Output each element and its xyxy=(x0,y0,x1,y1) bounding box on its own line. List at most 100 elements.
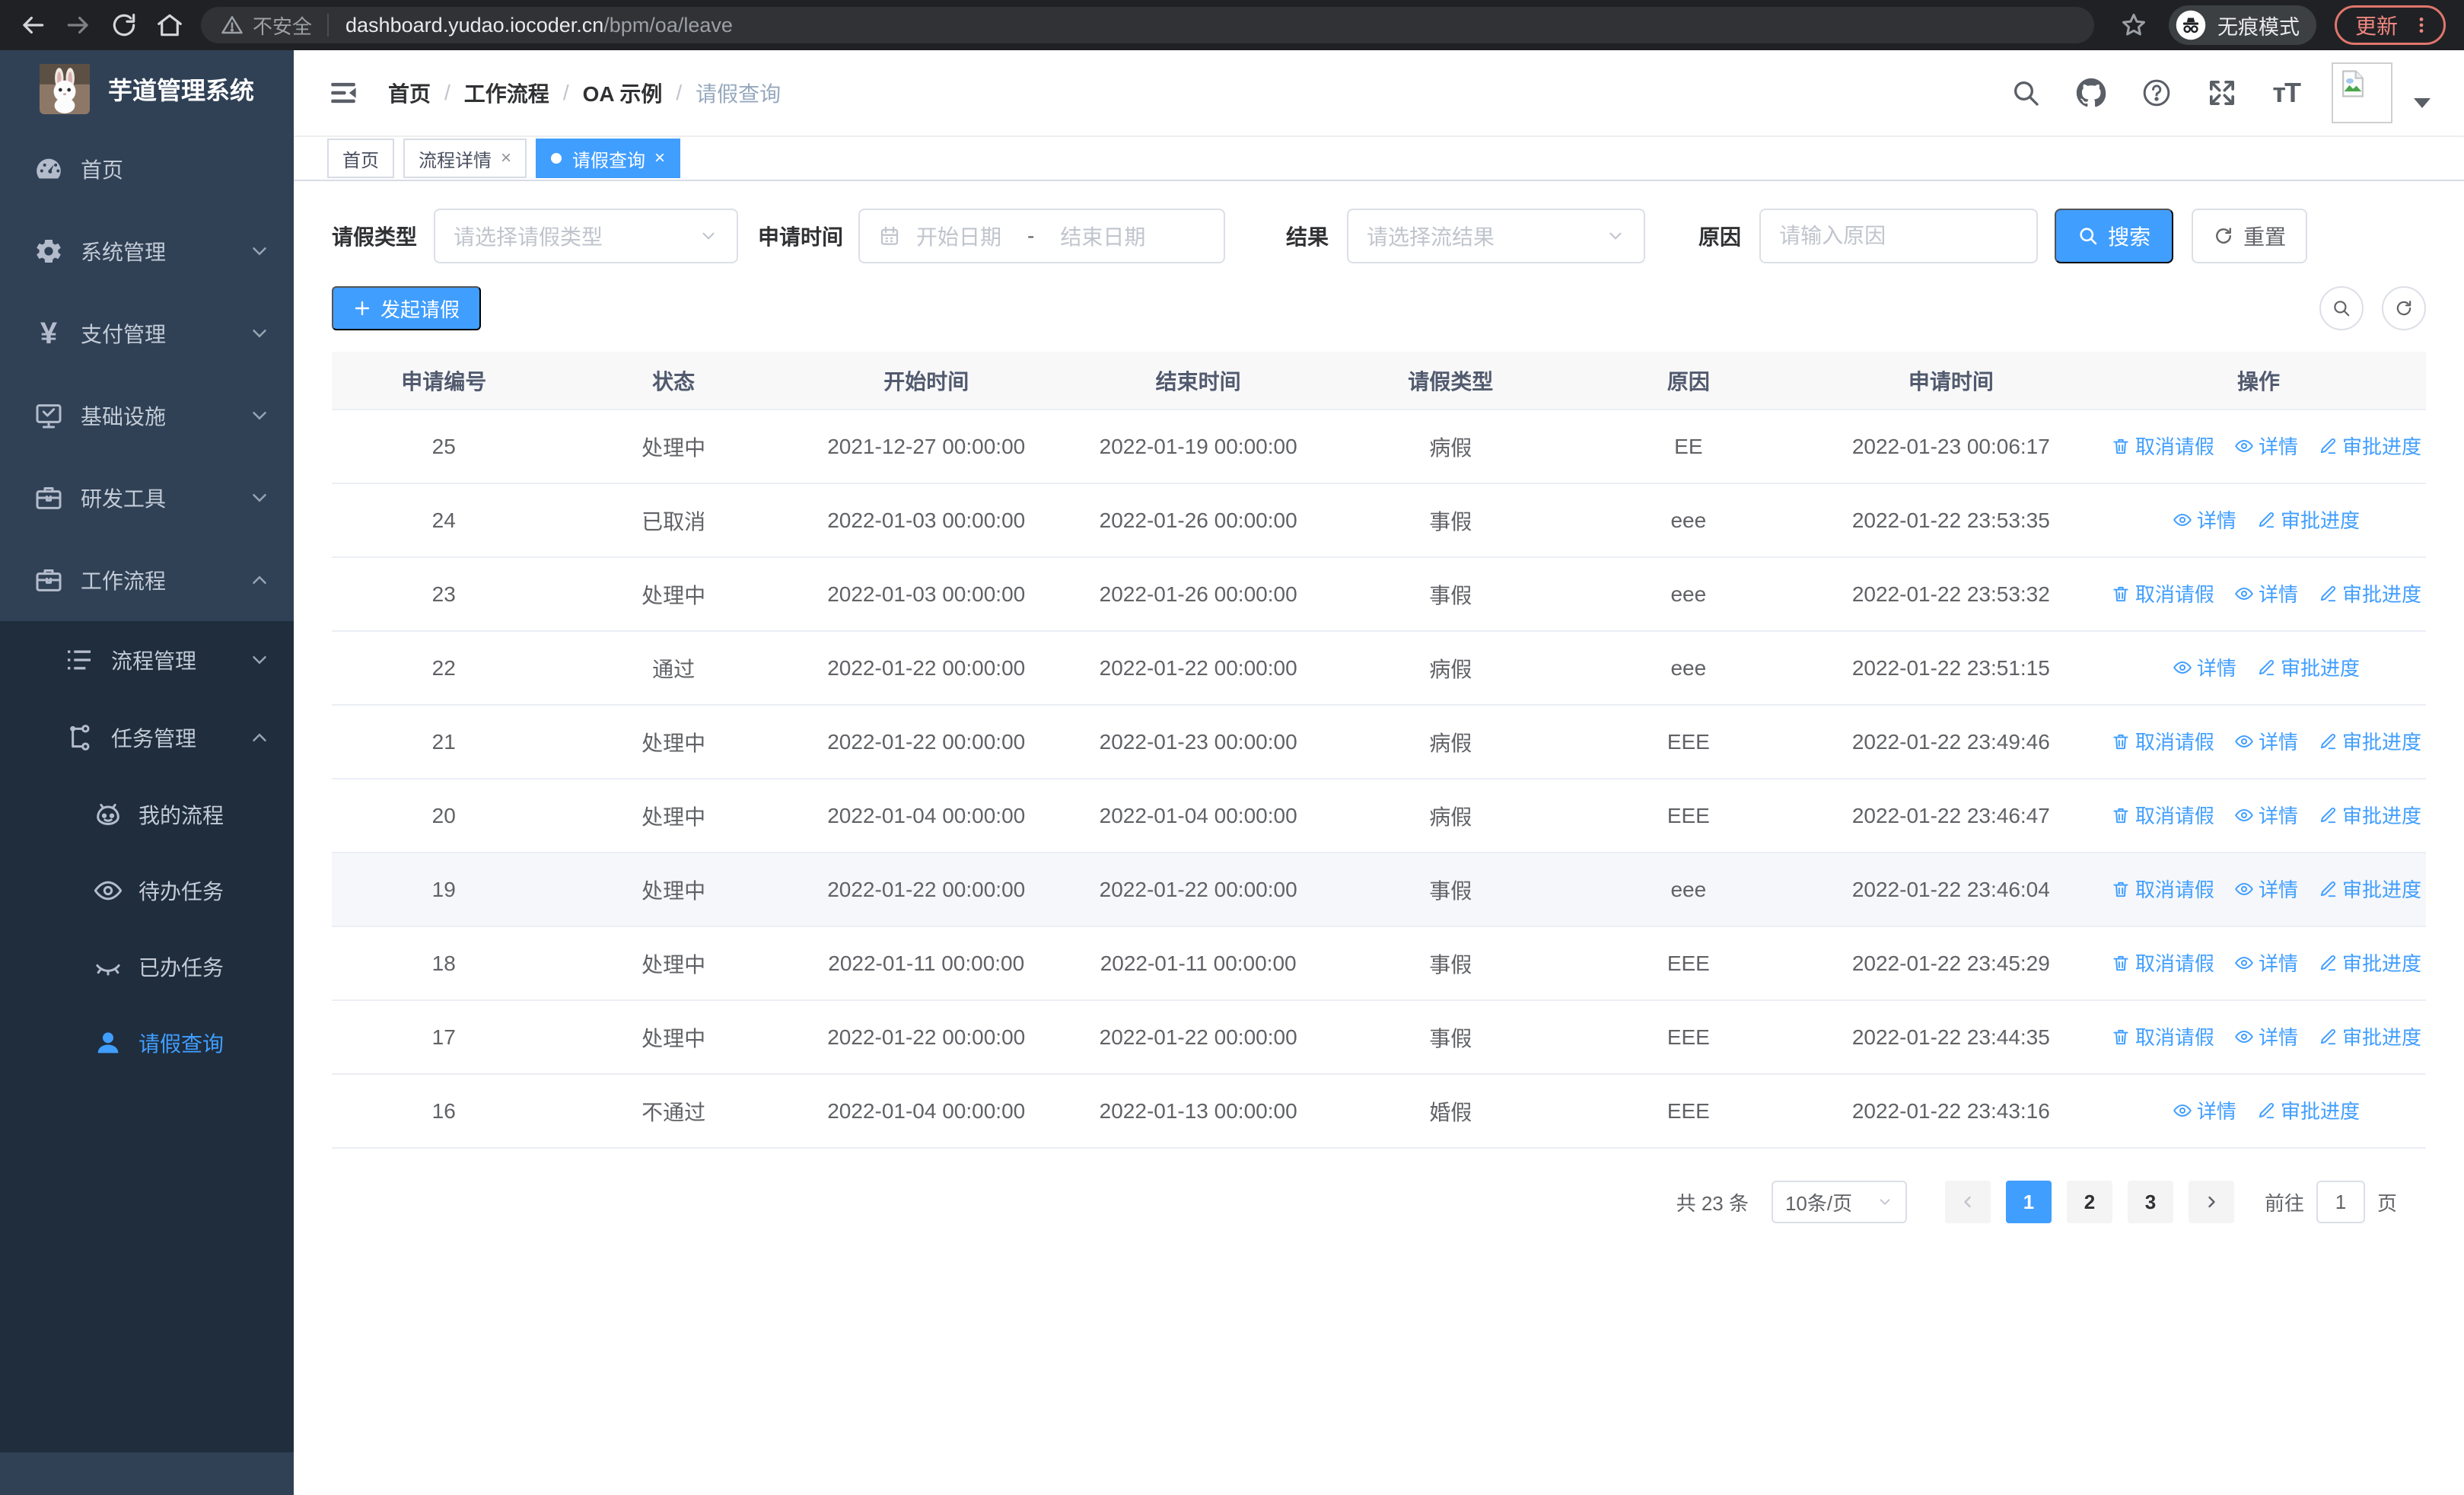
sidebar-item-task-mgmt[interactable]: 任务管理 xyxy=(0,699,294,776)
tab-process-detail[interactable]: 流程详情 × xyxy=(403,139,527,178)
security-label[interactable]: 不安全 xyxy=(253,14,313,38)
prev-page-button[interactable] xyxy=(1944,1181,1991,1223)
sidebar-item-label: 工作流程 xyxy=(81,569,167,593)
reload-icon[interactable] xyxy=(110,11,138,40)
font-size-icon[interactable]: тT xyxy=(2272,77,2301,108)
progress-action-link[interactable]: 审批进度 xyxy=(2318,875,2421,903)
create-leave-button[interactable]: 发起请假 xyxy=(332,286,482,330)
date-range-picker[interactable]: 开始日期 - 结束日期 xyxy=(858,209,1226,263)
detail-action-link[interactable]: 详情 xyxy=(2173,505,2236,534)
browser-menu-icon[interactable] xyxy=(2411,15,2431,35)
table-toolbar: 发起请假 xyxy=(332,286,2426,330)
progress-action-link[interactable]: 审批进度 xyxy=(2318,579,2421,607)
progress-action-link[interactable]: 审批进度 xyxy=(2256,653,2360,681)
detail-action-link[interactable]: 详情 xyxy=(2173,1096,2236,1124)
progress-action-link[interactable]: 审批进度 xyxy=(2318,432,2421,460)
select-placeholder: 请选择流结果 xyxy=(1367,225,1495,249)
page-button-1[interactable]: 1 xyxy=(2005,1181,2052,1223)
search-icon[interactable] xyxy=(2010,78,2041,108)
tab-home[interactable]: 首页 xyxy=(327,139,394,178)
browser-update-button[interactable]: 更新 xyxy=(2334,5,2446,45)
next-page-button[interactable] xyxy=(2188,1181,2234,1223)
progress-action-link[interactable]: 审批进度 xyxy=(2318,801,2421,829)
goto-page-input[interactable] xyxy=(2316,1181,2365,1223)
cancel-action-link[interactable]: 取消请假 xyxy=(2111,432,2214,460)
address-bar[interactable]: 不安全 dashboard.yudao.iocoder.cn /bpm/oa/l… xyxy=(201,7,2094,43)
table-row: 16 不通过 2022-01-04 00:00:00 2022-01-13 00:00… xyxy=(332,1074,2426,1149)
cell-type: 病假 xyxy=(1335,410,1566,484)
show-search-toggle-button[interactable] xyxy=(2319,286,2364,330)
cancel-action-link[interactable]: 取消请假 xyxy=(2111,579,2214,607)
home-icon[interactable] xyxy=(155,11,184,40)
page-button-3[interactable]: 3 xyxy=(2127,1181,2173,1223)
close-icon[interactable]: × xyxy=(654,148,666,168)
detail-action-link[interactable]: 详情 xyxy=(2234,875,2298,903)
tab-label: 首页 xyxy=(342,150,379,171)
detail-action-link[interactable]: 详情 xyxy=(2234,948,2298,977)
update-label[interactable]: 更新 xyxy=(2354,14,2398,38)
github-icon[interactable] xyxy=(2076,78,2106,108)
back-icon[interactable] xyxy=(18,11,47,40)
progress-action-link[interactable]: 审批进度 xyxy=(2318,727,2421,755)
detail-action-link[interactable]: 详情 xyxy=(2234,579,2298,607)
sidebar-item-todo-tasks[interactable]: 待办任务 xyxy=(0,853,294,929)
detail-action-link[interactable]: 详情 xyxy=(2234,1022,2298,1050)
pagination: 共 23 条 10条/页 1 2 3 前往 页 xyxy=(332,1181,2426,1223)
cell-applied: 2022-01-22 23:43:16 xyxy=(1810,1074,2091,1149)
bookmark-star-icon[interactable] xyxy=(2120,11,2147,39)
create-leave-label: 发起请假 xyxy=(380,298,460,321)
tab-leave-query[interactable]: 请假查询 × xyxy=(536,139,681,178)
reset-button[interactable]: 重置 xyxy=(2192,209,2308,263)
cell-end: 2022-01-04 00:00:00 xyxy=(1061,779,1335,853)
fullscreen-icon[interactable] xyxy=(2207,78,2237,108)
chevron-up-icon xyxy=(253,575,266,584)
detail-action-link[interactable]: 详情 xyxy=(2234,727,2298,755)
breadcrumb-workflow[interactable]: 工作流程 xyxy=(463,82,549,106)
sidebar: 芋道管理系统 首页 系统管理 ¥ 支付管理 基础设施 xyxy=(0,50,294,1495)
breadcrumb-oa-example[interactable]: OA 示例 xyxy=(582,82,663,106)
search-button-label: 搜索 xyxy=(2108,225,2151,249)
progress-action-link[interactable]: 审批进度 xyxy=(2256,505,2360,534)
leave-type-select[interactable]: 请选择请假类型 xyxy=(434,209,739,263)
detail-action-link[interactable]: 详情 xyxy=(2173,653,2236,681)
cancel-action-link[interactable]: 取消请假 xyxy=(2111,875,2214,903)
tag-tabs-bar: 首页 流程详情 × 请假查询 × xyxy=(294,137,2464,181)
cell-reason: EEE xyxy=(1565,779,1811,853)
progress-action-link[interactable]: 审批进度 xyxy=(2318,1022,2421,1050)
sidebar-item-system[interactable]: 系统管理 xyxy=(0,210,294,292)
sidebar-item-home[interactable]: 首页 xyxy=(0,128,294,210)
sidebar-item-leave-query[interactable]: 请假查询 xyxy=(0,1005,294,1081)
sidebar-item-done-tasks[interactable]: 已办任务 xyxy=(0,929,294,1005)
sidebar-item-payment[interactable]: ¥ 支付管理 xyxy=(0,292,294,375)
cancel-action-link[interactable]: 取消请假 xyxy=(2111,801,2214,829)
cancel-action-link[interactable]: 取消请假 xyxy=(2111,948,2214,977)
cell-reason: eee xyxy=(1565,853,1811,927)
avatar[interactable] xyxy=(2332,62,2392,123)
page-size-select[interactable]: 10条/页 xyxy=(1771,1181,1907,1223)
cell-actions: 取消请假 详情 审批进度 xyxy=(2090,410,2426,484)
close-icon[interactable]: × xyxy=(501,148,512,168)
sidebar-item-workflow[interactable]: 工作流程 xyxy=(0,539,294,621)
progress-action-link[interactable]: 审批进度 xyxy=(2256,1096,2360,1124)
forward-icon[interactable] xyxy=(64,11,93,40)
cell-end: 2022-01-26 00:00:00 xyxy=(1061,483,1335,558)
refresh-table-button[interactable] xyxy=(2382,286,2426,330)
breadcrumb-home[interactable]: 首页 xyxy=(388,82,431,106)
detail-action-link[interactable]: 详情 xyxy=(2234,801,2298,829)
sidebar-item-my-process[interactable]: 我的流程 xyxy=(0,776,294,853)
help-icon[interactable] xyxy=(2141,78,2172,108)
progress-action-link[interactable]: 审批进度 xyxy=(2318,948,2421,977)
cancel-action-link[interactable]: 取消请假 xyxy=(2111,1022,2214,1050)
sidebar-item-devtools[interactable]: 研发工具 xyxy=(0,457,294,539)
result-select[interactable]: 请选择流结果 xyxy=(1347,209,1646,263)
cancel-action-link[interactable]: 取消请假 xyxy=(2111,727,2214,755)
reason-input[interactable] xyxy=(1779,224,2019,248)
collapse-sidebar-icon[interactable] xyxy=(327,77,359,109)
detail-action-link[interactable]: 详情 xyxy=(2234,432,2298,460)
sidebar-item-infrastructure[interactable]: 基础设施 xyxy=(0,375,294,457)
search-button[interactable]: 搜索 xyxy=(2055,209,2174,263)
sidebar-item-process-mgmt[interactable]: 流程管理 xyxy=(0,621,294,699)
avatar-dropdown-caret[interactable] xyxy=(2414,97,2431,108)
page-button-2[interactable]: 2 xyxy=(2066,1181,2112,1223)
sidebar-item-label: 我的流程 xyxy=(138,804,224,827)
